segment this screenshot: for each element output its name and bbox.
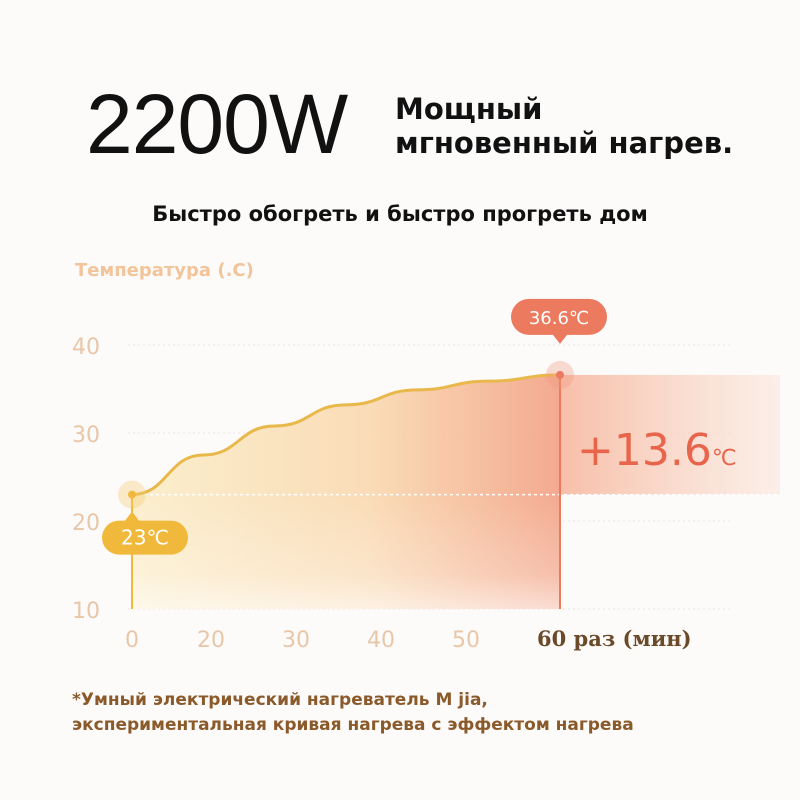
- x-tick-label: 20: [197, 628, 225, 653]
- footnote-line-1: *Умный электрический нагреватель M jia,: [72, 690, 488, 710]
- headline: Мощный мгновенный нагрев.: [395, 92, 733, 160]
- y-tick-label: 20: [72, 511, 100, 536]
- y-axis-title: Температура (.C): [75, 260, 254, 281]
- start-point: [128, 490, 136, 499]
- delta-value: +13.6: [577, 425, 712, 476]
- footnote: *Умный электрический нагреватель M jia, …: [72, 688, 634, 738]
- x-tick-label: 40: [367, 628, 395, 653]
- headline-line-2: мгновенный нагрев.: [395, 126, 734, 160]
- y-tick-label: 40: [72, 335, 100, 360]
- end-point: [556, 370, 564, 379]
- delta-band: [560, 374, 780, 495]
- temperature-delta: +13.6℃: [577, 425, 737, 476]
- x-tick-label: 0: [125, 628, 139, 653]
- x-axis-title: 60 раз (мин): [537, 626, 692, 651]
- x-tick-label: 30: [282, 628, 310, 653]
- start-temperature-badge: 23℃: [102, 511, 188, 555]
- subtitle: Быстро обогреть и быстро прогреть дом: [152, 202, 648, 226]
- y-tick-label: 10: [72, 599, 100, 624]
- footnote-line-2: экспериментальная кривая нагрева с эффек…: [72, 715, 634, 735]
- delta-unit: ℃: [712, 446, 737, 471]
- end-temperature-badge: 36.6℃: [511, 298, 607, 344]
- heating-area-fade: [132, 494, 560, 609]
- y-tick-label: 30: [72, 423, 100, 448]
- headline-line-1: Мощный: [395, 92, 543, 126]
- start-temperature-label: 23℃: [121, 526, 169, 550]
- x-tick-label: 50: [452, 628, 480, 653]
- end-temperature-label: 36.6℃: [529, 308, 589, 329]
- x-axis-ticks: 0 20 30 40 50: [125, 628, 480, 653]
- heating-curve: [131, 373, 561, 497]
- y-axis-ticks: 40 30 20 10: [72, 335, 100, 624]
- power-rating: 2200W: [86, 77, 348, 171]
